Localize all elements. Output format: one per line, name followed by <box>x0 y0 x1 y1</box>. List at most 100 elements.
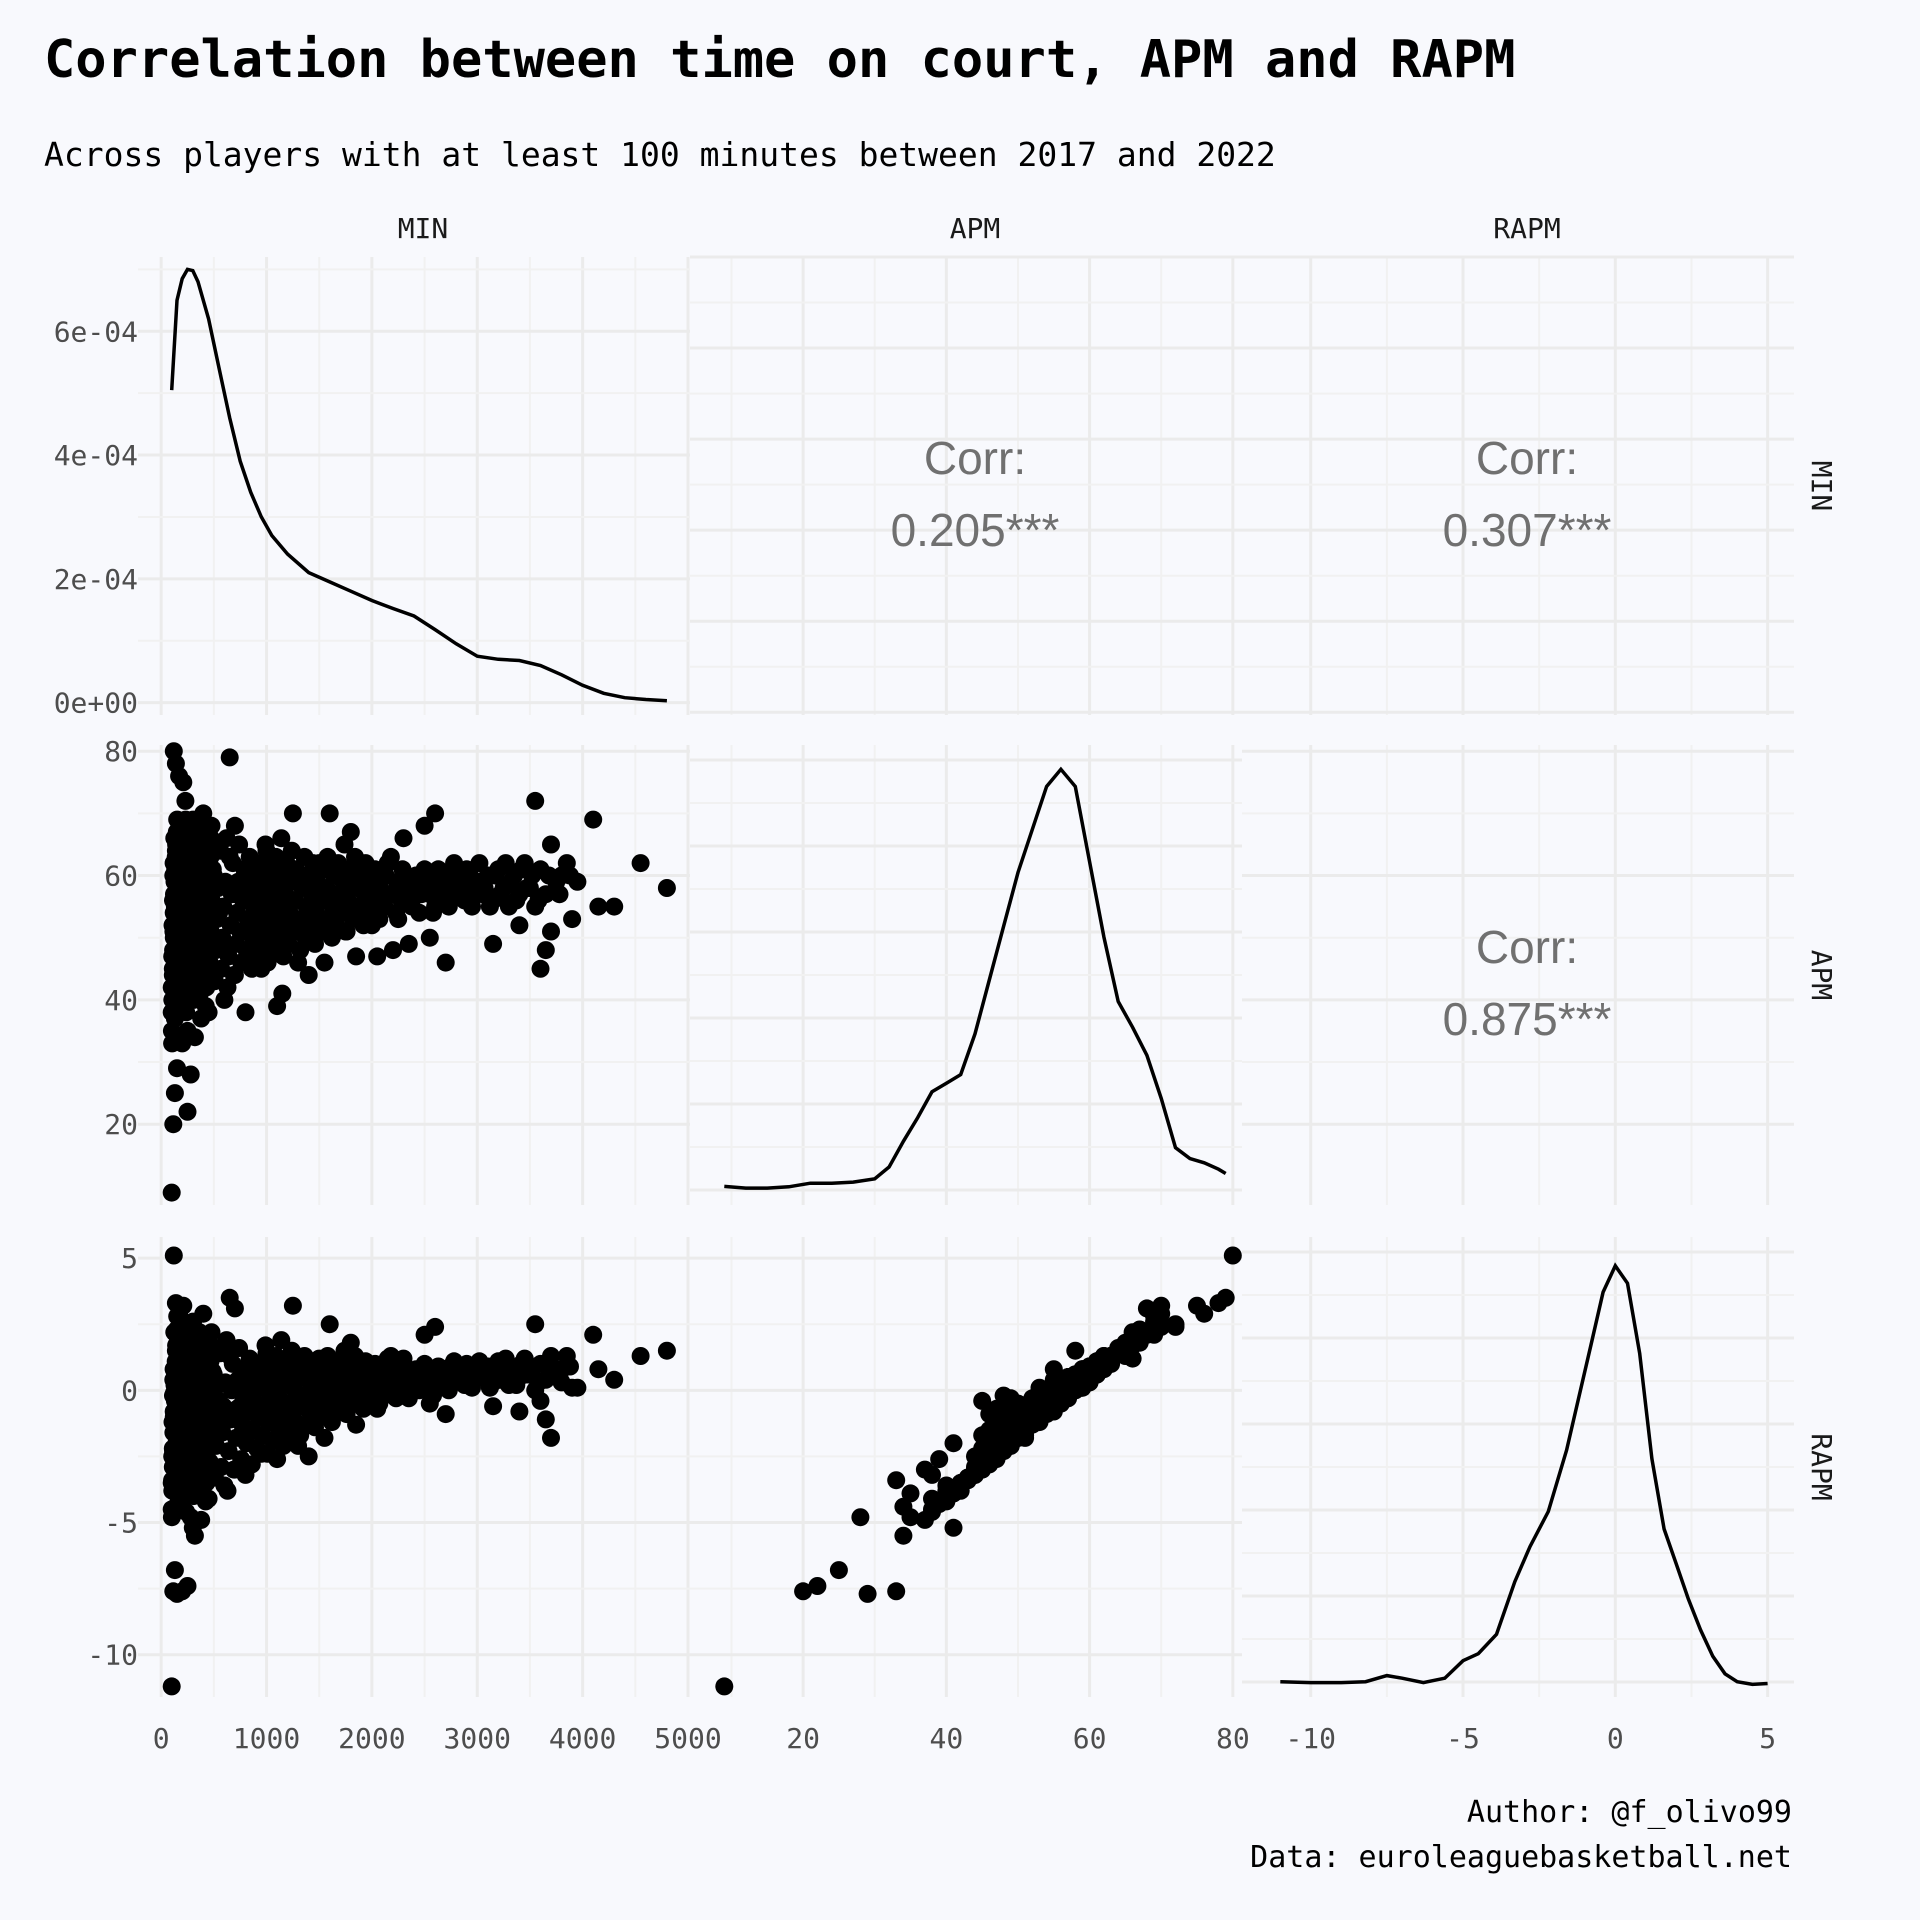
scatter-point <box>1166 1315 1185 1334</box>
x-tick-label: 80 <box>1216 1722 1250 1755</box>
y-tick-label: 40 <box>104 984 138 1017</box>
correlation-label: Corr: <box>1476 432 1578 484</box>
scatter-point <box>429 860 448 879</box>
scatter-point <box>460 866 479 885</box>
scatter-point <box>272 829 291 848</box>
scatter-point <box>174 773 193 792</box>
scatter-point <box>381 847 400 866</box>
scatter-point <box>424 903 442 922</box>
density-curve-rapm <box>1280 1262 1768 1687</box>
scatter-point <box>163 1034 182 1053</box>
scatter-point <box>436 953 455 972</box>
panel-min-rapm <box>1242 255 1794 715</box>
y-tick-label: 4e-04 <box>54 439 138 472</box>
scatter-point <box>199 1394 218 1413</box>
y-tick-label: 0e+00 <box>54 687 138 720</box>
correlation-label: Corr: <box>1476 921 1578 973</box>
correlation-label: Corr: <box>924 432 1026 484</box>
scatter-point <box>202 1323 221 1342</box>
y-tick-label: 80 <box>104 735 138 768</box>
scatter-point <box>584 810 603 829</box>
scatter-point <box>1030 1378 1049 1397</box>
scatter-point <box>434 879 453 897</box>
y-tick-label: -10 <box>87 1639 138 1672</box>
scatter-point <box>426 804 445 823</box>
scatter-point <box>1051 1394 1070 1413</box>
scatter-point <box>197 978 216 997</box>
y-tick-label: 20 <box>104 1108 138 1141</box>
scatter-point <box>657 1341 676 1360</box>
x-tick-label: 60 <box>1073 1722 1107 1755</box>
scatter-point <box>200 879 219 897</box>
scatter-point <box>1137 1323 1156 1342</box>
panel-min-apm <box>690 255 1242 715</box>
scatter-point <box>523 866 542 885</box>
scatter-point <box>980 1421 999 1439</box>
scatter-point <box>415 816 434 835</box>
y-tick-label: 0 <box>121 1374 138 1407</box>
strip-label-top-apm: APM <box>950 212 1001 245</box>
scatter-point <box>536 941 555 960</box>
scatter-point <box>829 1561 848 1580</box>
scatter-point <box>657 879 676 897</box>
scatter-point <box>1188 1296 1206 1315</box>
scatter-point <box>1066 1381 1085 1400</box>
scatter-point <box>202 816 221 835</box>
scatter-point <box>994 1442 1013 1461</box>
scatter-point <box>851 1508 870 1527</box>
scatter-point <box>445 854 464 873</box>
scatter-point <box>315 953 334 972</box>
scatter-point <box>218 1481 237 1500</box>
y-tick-label: -5 <box>104 1507 138 1540</box>
density-curve-apm <box>724 766 1227 1190</box>
scatter-point <box>439 1381 458 1400</box>
scatter-point <box>213 1423 232 1442</box>
scatter-point <box>197 959 216 978</box>
scatter-point <box>176 791 195 810</box>
scatter-point <box>1216 1288 1235 1307</box>
scatter-point <box>1223 1246 1242 1265</box>
scatter-point <box>393 860 412 879</box>
chart-subtitle: Across players with at least 100 minutes… <box>44 135 1276 174</box>
scatter-point <box>1009 1426 1027 1445</box>
scatter-point <box>475 879 494 897</box>
scatter-point <box>399 934 418 953</box>
scatter-point <box>201 847 220 866</box>
scatter-point <box>930 1450 949 1469</box>
scatter-point <box>164 1246 183 1265</box>
scatter-point <box>335 835 354 854</box>
scatter-point <box>199 910 218 929</box>
scatter-point <box>887 1582 906 1601</box>
scatter-point <box>480 897 499 916</box>
x-tick-label: -10 <box>1285 1722 1336 1755</box>
x-tick-label: 4000 <box>549 1722 616 1755</box>
scatter-point <box>214 1397 233 1416</box>
scatter-point <box>561 866 579 885</box>
scatter-point <box>510 1402 529 1421</box>
strip-label-right-min: MIN <box>1805 461 1838 512</box>
scatter-point <box>393 1354 412 1373</box>
scatter-point <box>539 866 558 885</box>
y-tick-label: 2e-04 <box>54 563 138 596</box>
scatter-point <box>397 879 416 897</box>
scatter-point <box>198 1426 217 1445</box>
x-tick-label: 0 <box>153 1722 170 1755</box>
panel-min-min <box>138 257 690 715</box>
panel-apm-rapm <box>1242 745 1794 1205</box>
x-tick-label: 1000 <box>233 1722 300 1755</box>
scatter-point <box>563 1378 582 1397</box>
scatter-point <box>424 1386 442 1405</box>
scatter-point <box>550 885 569 904</box>
scatter-point <box>1030 1410 1049 1429</box>
scatter-point <box>561 1357 579 1376</box>
scatter-point <box>165 1084 184 1103</box>
scatter-point <box>198 928 217 947</box>
scatter-point <box>973 1458 992 1476</box>
panel-rapm-rapm <box>1242 1237 1794 1697</box>
scatter-point <box>887 1471 906 1490</box>
scatter-point <box>417 872 436 891</box>
scatter-point <box>502 872 520 891</box>
strip-label-right-apm: APM <box>1805 950 1838 1001</box>
x-tick-label: 5000 <box>654 1722 721 1755</box>
